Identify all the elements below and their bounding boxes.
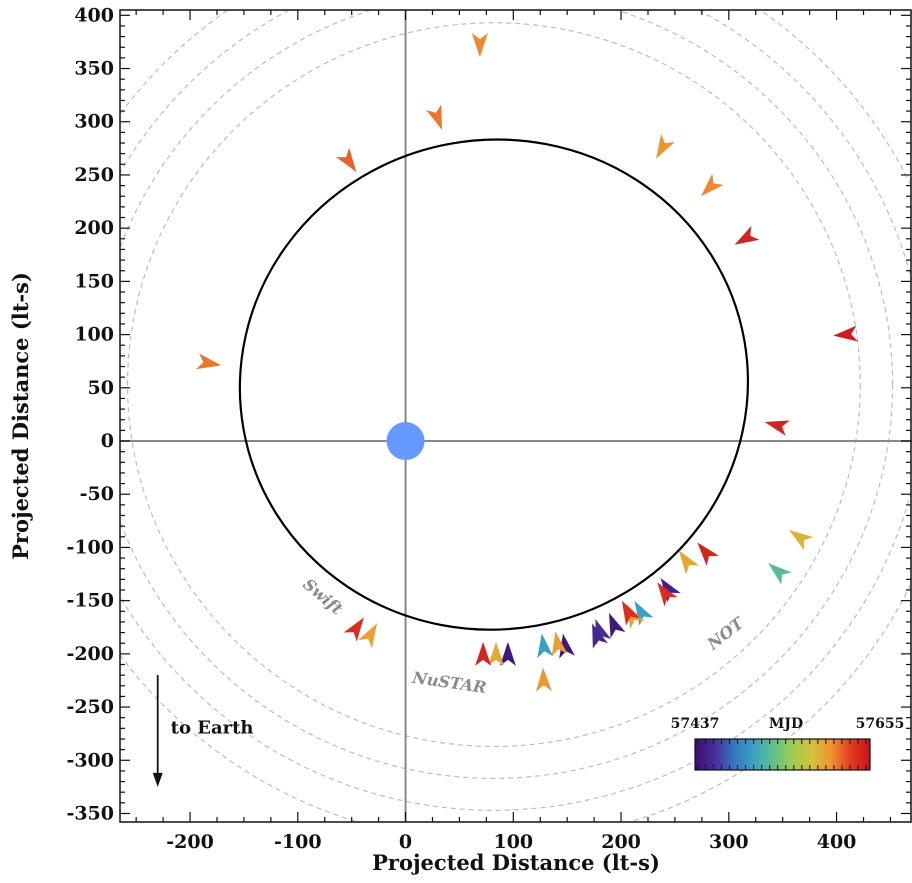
pulse-arrow <box>697 542 719 567</box>
x-axis-ticks: -200 -100 0 100 200 300 400 <box>135 10 892 853</box>
y-tick-label: -100 <box>66 536 114 558</box>
pulse-arrow <box>475 641 492 666</box>
to-earth-label: to Earth <box>171 718 254 739</box>
y-tick-label: -350 <box>66 802 114 824</box>
pulse-arrow <box>471 33 488 58</box>
pulse-arrow <box>656 133 675 159</box>
x-tick-label: 300 <box>709 831 749 853</box>
y-tick-label: 100 <box>74 324 114 346</box>
pulse-arrow <box>789 529 814 551</box>
to-earth-arrow-head <box>152 772 163 787</box>
x-tick-label: -200 <box>166 831 214 853</box>
pulse-arrow <box>678 550 700 575</box>
x-tick-label: 200 <box>601 831 641 853</box>
reference-circles <box>120 10 912 822</box>
y-tick-label: 0 <box>101 430 114 452</box>
pulse-arrow <box>358 623 378 649</box>
y-tick-label: 250 <box>74 164 114 186</box>
instrument-label: NuSTAR <box>410 668 487 697</box>
x-tick-label: 400 <box>817 831 857 853</box>
pulse-arrow <box>657 582 678 607</box>
pulse-arrow <box>551 631 568 657</box>
y-tick-label: -200 <box>66 643 114 665</box>
y-tick-label: -50 <box>80 483 114 505</box>
y-axis-title: Projected Distance (lt-s) <box>8 272 33 560</box>
pulse-arrow <box>734 225 760 245</box>
pulse-arrow <box>592 623 608 649</box>
pulse-arrow <box>537 633 554 659</box>
pulse-arrow <box>609 612 626 639</box>
mjd-colorbar: 57437 MJD 57655 <box>671 716 905 771</box>
pulse-arrow <box>621 600 641 626</box>
pulse-arrow <box>764 420 790 436</box>
reference-circle <box>120 10 912 811</box>
y-tick-label: -300 <box>66 749 114 771</box>
pulse-arrow <box>336 147 357 173</box>
plot-frame <box>119 9 912 823</box>
reference-circle <box>126 22 861 748</box>
pulse-arrow <box>700 173 724 197</box>
y-tick-label: 200 <box>74 217 114 239</box>
colorbar-title: MJD <box>769 716 803 732</box>
pulse-arrow <box>488 641 505 666</box>
instrument-label: NOT <box>703 613 748 654</box>
y-tick-label: 300 <box>74 111 114 133</box>
x-tick-label: 0 <box>399 831 412 853</box>
pulse-arrow <box>196 353 222 370</box>
to-earth-arrow <box>152 675 163 787</box>
pulse-arrow <box>559 633 575 659</box>
companion-orbit <box>238 138 750 631</box>
pulse-arrow <box>426 104 442 130</box>
y-tick-label: -250 <box>66 696 114 718</box>
colorbar-max-label: 57655 <box>856 716 905 732</box>
pulse-arrow <box>768 563 792 585</box>
pulse-arrow <box>833 325 858 342</box>
pulse-arrows <box>196 33 858 692</box>
x-axis-title: Projected Distance (lt-s) <box>372 850 660 875</box>
x-tick-label: -100 <box>274 831 322 853</box>
y-tick-label: -150 <box>66 590 114 612</box>
x-tick-label: 100 <box>493 831 533 853</box>
pulse-arrow <box>660 578 681 603</box>
y-tick-label: 50 <box>88 377 114 399</box>
pulse-arrow <box>499 641 516 666</box>
colorbar-ticks <box>696 739 867 770</box>
y-axis-ticks: -350 -300 -250 -200 -150 -100 -50 0 50 100 150 200 2… <box>66 4 911 824</box>
y-tick-label: 400 <box>74 4 114 26</box>
y-tick-label: 350 <box>74 58 114 80</box>
pulse-arrow <box>535 667 552 692</box>
colorbar-min-label: 57437 <box>671 716 720 732</box>
reference-circle <box>120 10 894 779</box>
colorbar-gradient <box>694 738 871 771</box>
neutron-star-marker <box>386 422 425 461</box>
y-tick-label: 150 <box>74 270 114 292</box>
pulse-arrow <box>343 617 364 642</box>
